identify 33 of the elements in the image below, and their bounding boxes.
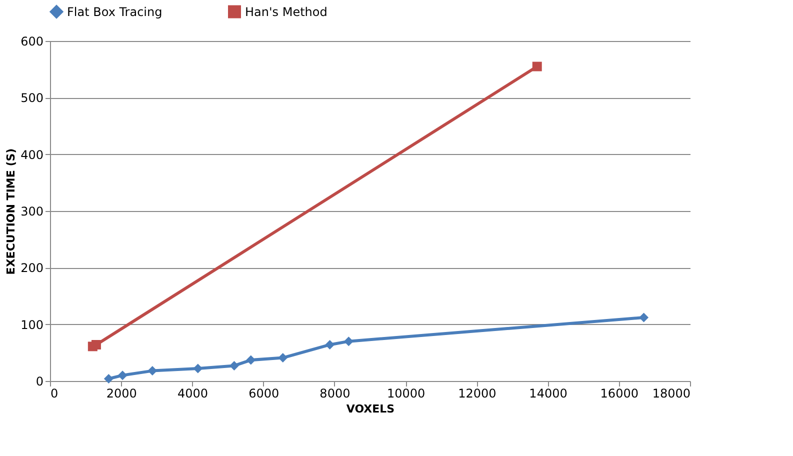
x-tick-label: 8000 [320,386,350,400]
x-tick-label: 2000 [106,386,137,400]
x-tick-label: 4000 [177,386,208,400]
y-tick-label: 500 [20,91,44,106]
x-tick-label: 10000 [386,386,426,400]
point [91,340,101,350]
x-tick-label: 18000 [652,386,690,400]
point [532,62,542,72]
legend-label: Flat Box Tracing [67,4,162,19]
point [148,366,158,376]
y-tick-label: 200 [20,261,44,276]
y-tick-label: 100 [20,318,44,332]
point [118,370,128,380]
y-tick-label: 300 [20,204,44,218]
point [104,374,114,384]
x-tick-label: 0 [50,386,58,400]
point [639,312,649,322]
x-tick-label: 12000 [458,386,496,400]
x-tick-label: 14000 [529,386,568,400]
x-axis-title: VOXELS [346,402,395,416]
point [344,336,354,346]
legend-label: Han's Method [245,4,328,19]
point [229,360,239,370]
x-tick-label: 16000 [600,386,638,400]
y-tick-label: 400 [20,148,44,162]
point [193,364,203,374]
x-tick-label: 6000 [248,386,280,400]
y-tick-label: 600 [20,34,44,48]
point [325,340,335,350]
y-axis-title: EXECUTION TIME (S) [4,148,18,275]
y-tick-label: 0 [36,374,44,388]
point [278,353,288,363]
point [246,355,256,365]
